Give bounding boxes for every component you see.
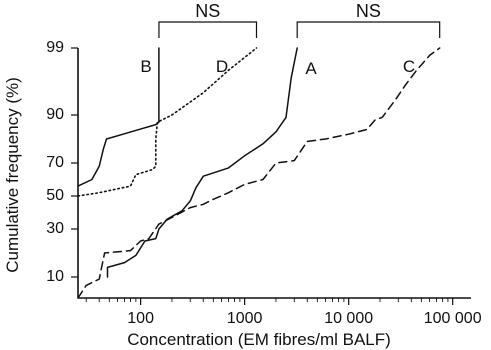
series-label-c: C (403, 57, 415, 76)
ns-bracket-1 (296, 21, 441, 38)
series-line-a (106, 47, 298, 278)
series-line-c (77, 47, 441, 299)
bracket-layer (158, 21, 441, 38)
x-tick-label-0: 100 (127, 310, 154, 327)
label-layer: 10 30 50 70 90 99 100 1000 10 000 100 000 Concentr… (3, 1, 482, 349)
y-tick-label-5: 99 (46, 39, 64, 56)
series-label-a: A (305, 59, 317, 78)
y-tick-label-4: 90 (46, 106, 64, 123)
y-tick-label-2: 50 (46, 187, 64, 204)
plot-layer (71, 47, 471, 305)
y-tick-label-1: 30 (46, 220, 64, 237)
ns-bracket-0 (158, 21, 258, 38)
series-label-b: B (140, 57, 151, 76)
x-axis-label: Concentration (EM fibres/ml BALF) (127, 330, 391, 349)
series-layer (77, 47, 441, 299)
series-label-d: D (216, 57, 228, 76)
x-tick-label-3: 100 000 (424, 310, 482, 327)
y-tick-label-0: 10 (46, 268, 64, 285)
ns-bracket-label-0: NS (195, 1, 220, 21)
y-tick-label-3: 70 (46, 154, 64, 171)
x-tick-label-1: 1000 (227, 310, 263, 327)
series-line-d (77, 47, 258, 197)
ns-bracket-label-1: NS (356, 1, 381, 21)
x-tick-label-2: 10 000 (324, 310, 373, 327)
series-line-b (77, 47, 160, 187)
y-axis-label: Cumulative frequency (%) (3, 77, 22, 273)
